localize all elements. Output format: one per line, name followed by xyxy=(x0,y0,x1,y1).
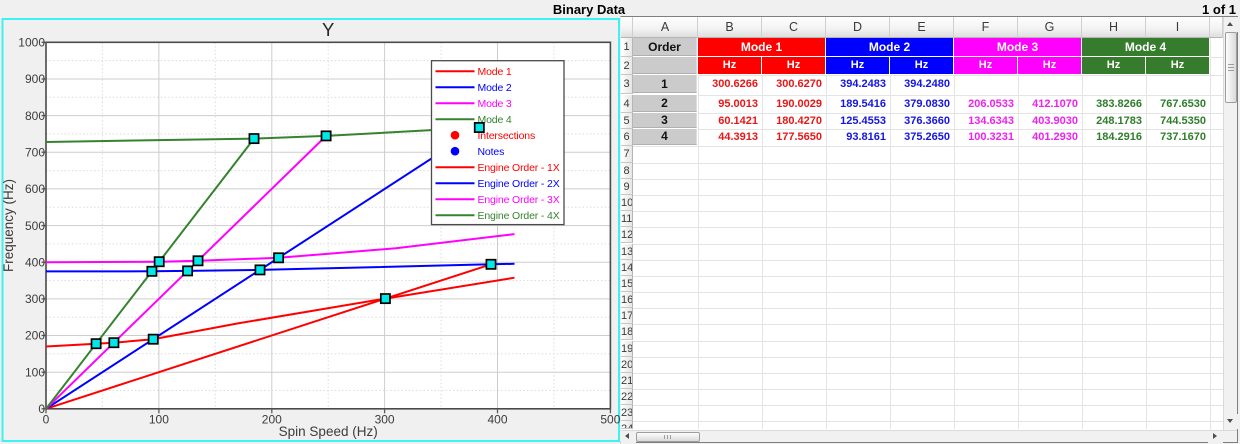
svg-text:0: 0 xyxy=(43,413,50,427)
svg-text:Notes: Notes xyxy=(478,146,505,158)
svg-text:100: 100 xyxy=(25,365,45,379)
svg-text:700: 700 xyxy=(25,145,45,159)
svg-text:1000: 1000 xyxy=(18,36,45,50)
svg-text:100: 100 xyxy=(149,413,169,427)
svg-text:400: 400 xyxy=(487,413,507,427)
svg-text:600: 600 xyxy=(25,182,45,196)
svg-text:200: 200 xyxy=(262,413,282,427)
svg-text:Spin Speed (Hz): Spin Speed (Hz) xyxy=(279,424,378,439)
svg-text:Engine Order - 2X: Engine Order - 2X xyxy=(478,178,560,190)
svg-text:800: 800 xyxy=(25,109,45,123)
svg-text:300: 300 xyxy=(375,413,395,427)
svg-text:Intersections: Intersections xyxy=(478,130,536,142)
svg-text:Engine Order - 4X: Engine Order - 4X xyxy=(478,210,560,222)
svg-text:Engine Order - 3X: Engine Order - 3X xyxy=(478,194,560,206)
svg-text:0: 0 xyxy=(38,402,45,416)
svg-text:Engine Order - 1X: Engine Order - 1X xyxy=(478,162,560,174)
svg-text:300: 300 xyxy=(25,292,45,306)
svg-text:200: 200 xyxy=(25,329,45,343)
svg-text:Frequency (Hz): Frequency (Hz) xyxy=(1,179,16,272)
svg-text:Mode 2: Mode 2 xyxy=(478,82,512,94)
svg-text:Mode 3: Mode 3 xyxy=(478,98,512,110)
svg-text:400: 400 xyxy=(25,255,45,269)
svg-text:Y: Y xyxy=(322,19,334,40)
svg-text:Mode 1: Mode 1 xyxy=(478,66,512,78)
svg-text:500: 500 xyxy=(600,413,620,427)
svg-text:900: 900 xyxy=(25,72,45,86)
svg-text:500: 500 xyxy=(25,219,45,233)
svg-text:Mode 4: Mode 4 xyxy=(478,114,512,126)
